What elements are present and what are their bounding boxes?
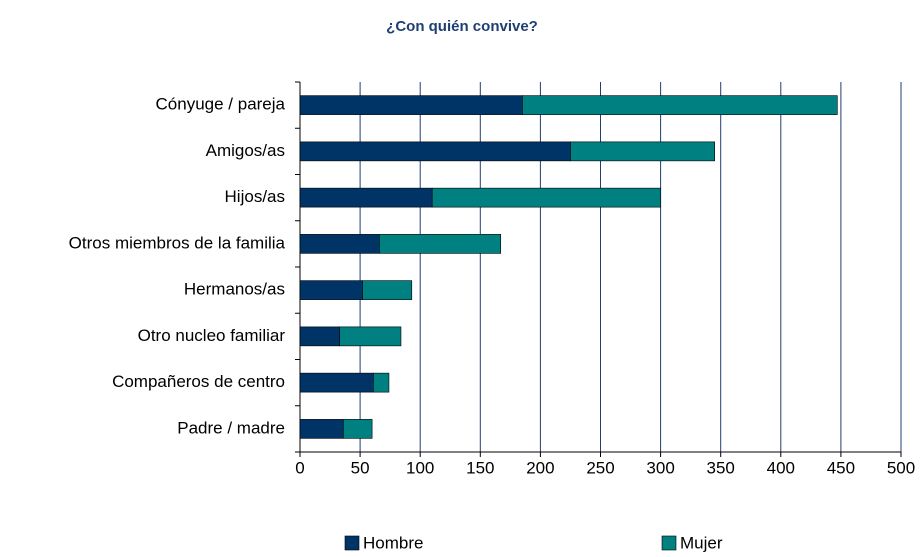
bar [339,326,402,347]
y-tick-label: Otro nucleo familiar [138,326,286,345]
x-tick-label: 150 [466,458,494,477]
bar [431,187,661,208]
bar [299,141,571,162]
legend-swatch [661,535,677,551]
bar [299,419,344,439]
bar [299,280,363,300]
x-tick-label: 350 [707,458,735,477]
y-tick-label: Otros miembros de la familia [69,233,286,252]
x-tick-label: 300 [646,458,674,477]
bar [362,280,413,300]
x-tick-label: 500 [887,458,915,477]
x-tick-label: 200 [526,458,554,477]
x-tick-label: 0 [295,458,304,477]
bar [299,187,433,208]
x-tick-label: 400 [767,458,795,477]
bar [373,372,390,393]
bar [522,95,838,115]
x-tick-label: 450 [827,458,855,477]
bar [299,326,340,347]
y-tick-label: Hijos/as [225,187,285,206]
y-tick-label: Padre / madre [177,418,285,437]
y-tick-label: Amigos/as [206,141,285,160]
bar [570,141,715,162]
legend-label: Mujer [680,533,723,552]
x-tick-label: 100 [406,458,434,477]
bar [299,234,380,254]
bar [299,95,523,115]
y-tick-label: Cónyuge / pareja [156,95,286,114]
chart-title: ¿Con quién convive? [386,18,538,35]
x-tick-label: 50 [351,458,370,477]
bar [379,234,502,254]
bar [299,372,374,393]
legend-label: Hombre [363,533,423,552]
y-tick-label: Compañeros de centro [112,372,285,391]
y-tick-label: Hermanos/as [184,280,285,299]
x-tick-label: 250 [586,458,614,477]
bar [342,419,373,439]
legend-swatch [344,535,360,551]
